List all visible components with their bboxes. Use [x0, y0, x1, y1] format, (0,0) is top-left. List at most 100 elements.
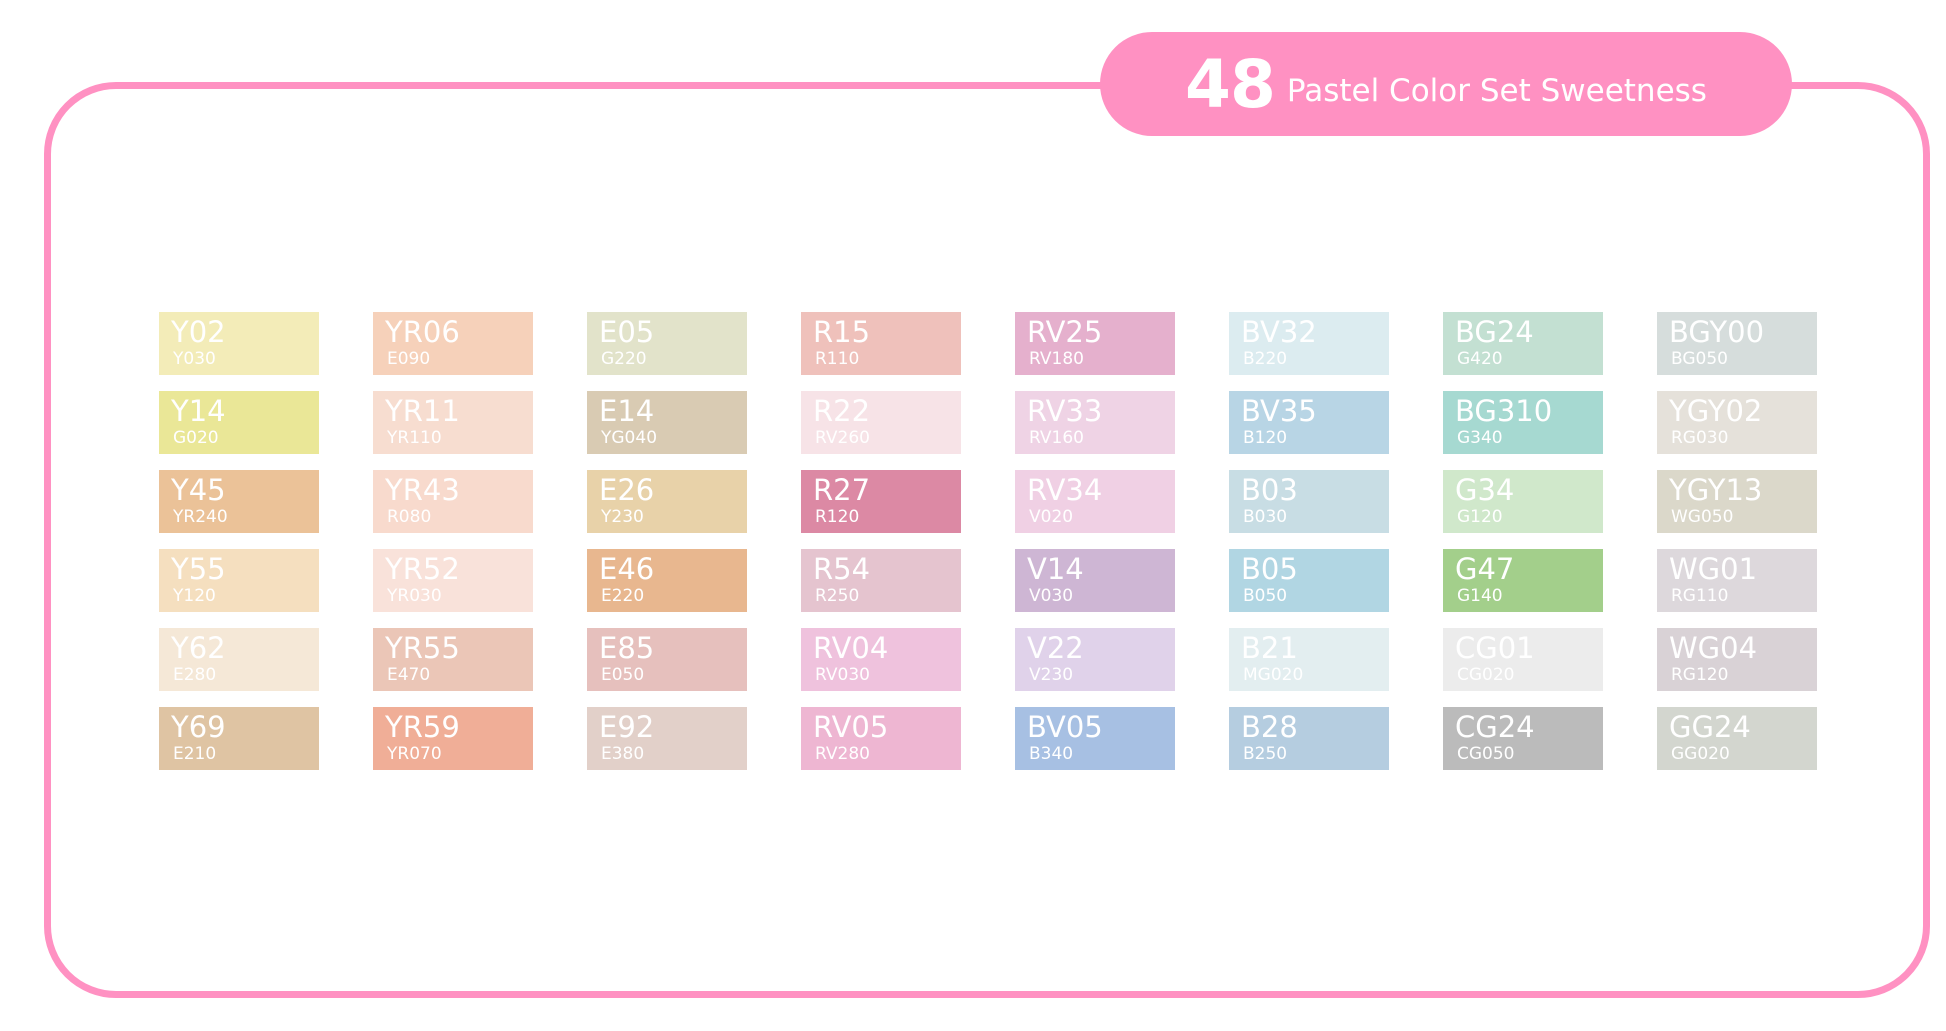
- swatch-code: Y45: [171, 473, 226, 507]
- color-swatch: B21 MG020: [1229, 628, 1389, 691]
- swatch-code: V14: [1027, 552, 1084, 586]
- color-swatch: BV35 B120: [1229, 391, 1389, 454]
- swatch-subcode: RG110: [1671, 586, 1729, 606]
- swatch-subcode: YR240: [173, 507, 228, 527]
- swatch-subcode: BG050: [1671, 349, 1728, 369]
- swatch-subcode: V020: [1029, 507, 1074, 527]
- swatch-subcode: G120: [1457, 507, 1503, 527]
- color-swatch: YR59 YR070: [373, 707, 533, 770]
- swatch-code: RV34: [1027, 473, 1103, 507]
- color-swatch: Y69 E210: [159, 707, 319, 770]
- swatch-code: YGY02: [1669, 394, 1763, 428]
- swatch-code: Y69: [171, 710, 226, 744]
- swatch-code: E14: [599, 394, 655, 428]
- title-number: 48: [1185, 45, 1276, 123]
- swatch-code: Y55: [171, 552, 226, 586]
- swatch-subcode: R080: [387, 507, 432, 527]
- color-swatch: YR43 R080: [373, 470, 533, 533]
- color-swatch: WG04 RG120: [1657, 628, 1817, 691]
- color-swatch: E05 G220: [587, 312, 747, 375]
- swatch-subcode: RV280: [815, 744, 870, 764]
- swatch-code: B28: [1241, 710, 1298, 744]
- swatch-code: RV33: [1027, 394, 1103, 428]
- swatch-subcode: RG030: [1671, 428, 1729, 448]
- color-swatch: R22 RV260: [801, 391, 961, 454]
- swatch-subcode: G340: [1457, 428, 1503, 448]
- swatch-subcode: RV260: [815, 428, 870, 448]
- swatch-subcode: CG050: [1457, 744, 1515, 764]
- swatch-code: G47: [1455, 552, 1515, 586]
- color-swatch: E85 E050: [587, 628, 747, 691]
- swatch-subcode: B220: [1243, 349, 1288, 369]
- color-swatch: BGY00 BG050: [1657, 312, 1817, 375]
- swatch-subcode: E280: [173, 665, 217, 685]
- swatch-code: R22: [813, 394, 871, 428]
- color-swatch: V14 V030: [1015, 549, 1175, 612]
- color-swatch: Y62 E280: [159, 628, 319, 691]
- swatch-subcode: E050: [601, 665, 645, 685]
- swatch-code: CG01: [1455, 631, 1535, 665]
- color-swatch: YR06 E090: [373, 312, 533, 375]
- swatch-subcode: G420: [1457, 349, 1503, 369]
- swatch-subcode: E220: [601, 586, 645, 606]
- swatch-subcode: R250: [815, 586, 860, 606]
- swatch-code: RV25: [1027, 315, 1103, 349]
- swatch-subcode: E090: [387, 349, 431, 369]
- color-swatch: WG01 RG110: [1657, 549, 1817, 612]
- swatch-code: B03: [1241, 473, 1298, 507]
- swatch-subcode: CG020: [1457, 665, 1515, 685]
- color-swatch: CG01 CG020: [1443, 628, 1603, 691]
- color-swatch: CG24 CG050: [1443, 707, 1603, 770]
- swatch-code: Y14: [171, 394, 226, 428]
- swatch-code: E92: [599, 710, 655, 744]
- color-swatch: Y02 Y030: [159, 312, 319, 375]
- color-swatch: RV04 RV030: [801, 628, 961, 691]
- swatch-code: B21: [1241, 631, 1298, 665]
- color-swatch: R27 R120: [801, 470, 961, 533]
- swatch-code: YR11: [385, 394, 460, 428]
- swatch-subcode: Y030: [173, 349, 216, 369]
- swatch-code: Y02: [171, 315, 226, 349]
- swatch-subcode: YR030: [387, 586, 442, 606]
- color-swatch: E26 Y230: [587, 470, 747, 533]
- color-swatch: B03 B030: [1229, 470, 1389, 533]
- card-frame: [44, 82, 1930, 998]
- color-swatch: RV34 V020: [1015, 470, 1175, 533]
- color-swatch: B05 B050: [1229, 549, 1389, 612]
- swatch-subcode: G220: [601, 349, 647, 369]
- color-swatch: V22 V230: [1015, 628, 1175, 691]
- swatch-code: R54: [813, 552, 871, 586]
- swatch-code: B05: [1241, 552, 1298, 586]
- swatch-subcode: B120: [1243, 428, 1288, 448]
- swatch-subcode: B030: [1243, 507, 1288, 527]
- swatch-code: BV05: [1027, 710, 1103, 744]
- swatch-code: WG04: [1669, 631, 1758, 665]
- color-swatch: BG24 G420: [1443, 312, 1603, 375]
- title-banner: 48 Pastel Color Set Sweetness: [1100, 32, 1792, 136]
- color-swatch: RV33 RV160: [1015, 391, 1175, 454]
- swatch-subcode: WG050: [1671, 507, 1734, 527]
- color-swatch: Y14 G020: [159, 391, 319, 454]
- swatch-subcode: B050: [1243, 586, 1288, 606]
- color-swatch: G34 G120: [1443, 470, 1603, 533]
- swatch-subcode: GG020: [1671, 744, 1730, 764]
- swatch-subcode: G020: [173, 428, 219, 448]
- color-swatch: YGY13 WG050: [1657, 470, 1817, 533]
- swatch-subcode: E380: [601, 744, 645, 764]
- swatch-code: YGY13: [1669, 473, 1763, 507]
- color-swatch: G47 G140: [1443, 549, 1603, 612]
- color-swatch: YR52 YR030: [373, 549, 533, 612]
- swatch-subcode: V030: [1029, 586, 1074, 606]
- swatch-subcode: V230: [1029, 665, 1074, 685]
- swatch-code: E05: [599, 315, 655, 349]
- swatch-code: RV05: [813, 710, 889, 744]
- color-swatch: R15 R110: [801, 312, 961, 375]
- swatch-code: Y62: [171, 631, 226, 665]
- swatch-code: V22: [1027, 631, 1084, 665]
- swatch-subcode: E210: [173, 744, 217, 764]
- swatch-subcode: RV180: [1029, 349, 1084, 369]
- color-swatch: YR55 E470: [373, 628, 533, 691]
- swatch-code: RV04: [813, 631, 889, 665]
- swatch-subcode: G140: [1457, 586, 1503, 606]
